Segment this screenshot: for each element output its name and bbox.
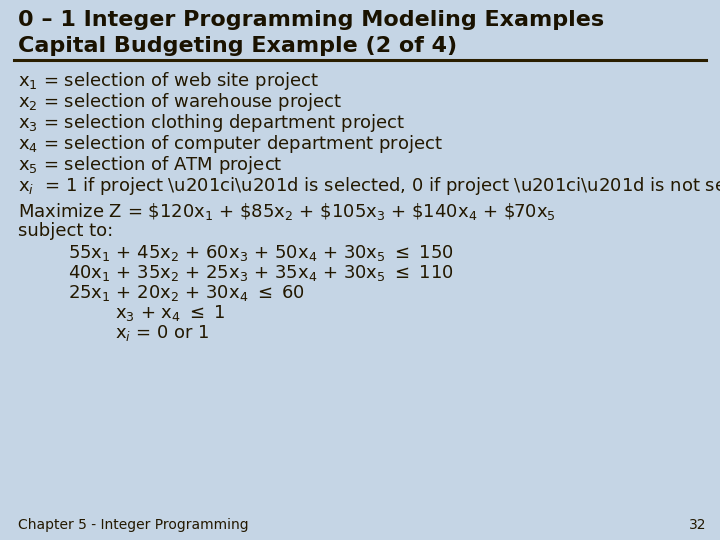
Text: x$_4$ = selection of computer department project: x$_4$ = selection of computer department…: [18, 133, 443, 155]
Text: 40x$_1$ + 35x$_2$ + 25x$_3$ + 35x$_4$ + 30x$_5$ $\leq$ 110: 40x$_1$ + 35x$_2$ + 25x$_3$ + 35x$_4$ + …: [68, 263, 454, 283]
Text: x$_3$ + x$_4$ $\leq$ 1: x$_3$ + x$_4$ $\leq$ 1: [115, 303, 225, 323]
Text: 25x$_1$ + 20x$_2$ + 30x$_4$ $\leq$ 60: 25x$_1$ + 20x$_2$ + 30x$_4$ $\leq$ 60: [68, 283, 305, 303]
Text: Capital Budgeting Example (2 of 4): Capital Budgeting Example (2 of 4): [18, 36, 457, 56]
Text: x$_i$ = 0 or 1: x$_i$ = 0 or 1: [115, 323, 210, 343]
Text: x$_2$ = selection of warehouse project: x$_2$ = selection of warehouse project: [18, 91, 342, 113]
Text: 32: 32: [688, 518, 706, 532]
Text: x$_5$ = selection of ATM project: x$_5$ = selection of ATM project: [18, 154, 282, 176]
Text: 55x$_1$ + 45x$_2$ + 60x$_3$ + 50x$_4$ + 30x$_5$ $\leq$ 150: 55x$_1$ + 45x$_2$ + 60x$_3$ + 50x$_4$ + …: [68, 243, 454, 263]
Text: x$_i$  = 1 if project \u201ci\u201d is selected, 0 if project \u201ci\u201d is n: x$_i$ = 1 if project \u201ci\u201d is se…: [18, 175, 720, 197]
Text: subject to:: subject to:: [18, 222, 113, 240]
Text: Chapter 5 - Integer Programming: Chapter 5 - Integer Programming: [18, 518, 248, 532]
Text: x$_1$ = selection of web site project: x$_1$ = selection of web site project: [18, 70, 319, 92]
Text: 0 – 1 Integer Programming Modeling Examples: 0 – 1 Integer Programming Modeling Examp…: [18, 10, 604, 30]
Text: Maximize Z = \$120x$_1$ + \$85x$_2$ + \$105x$_3$ + \$140x$_4$ + \$70x$_5$: Maximize Z = \$120x$_1$ + \$85x$_2$ + \$…: [18, 201, 556, 222]
Text: x$_3$ = selection clothing department project: x$_3$ = selection clothing department pr…: [18, 112, 405, 134]
